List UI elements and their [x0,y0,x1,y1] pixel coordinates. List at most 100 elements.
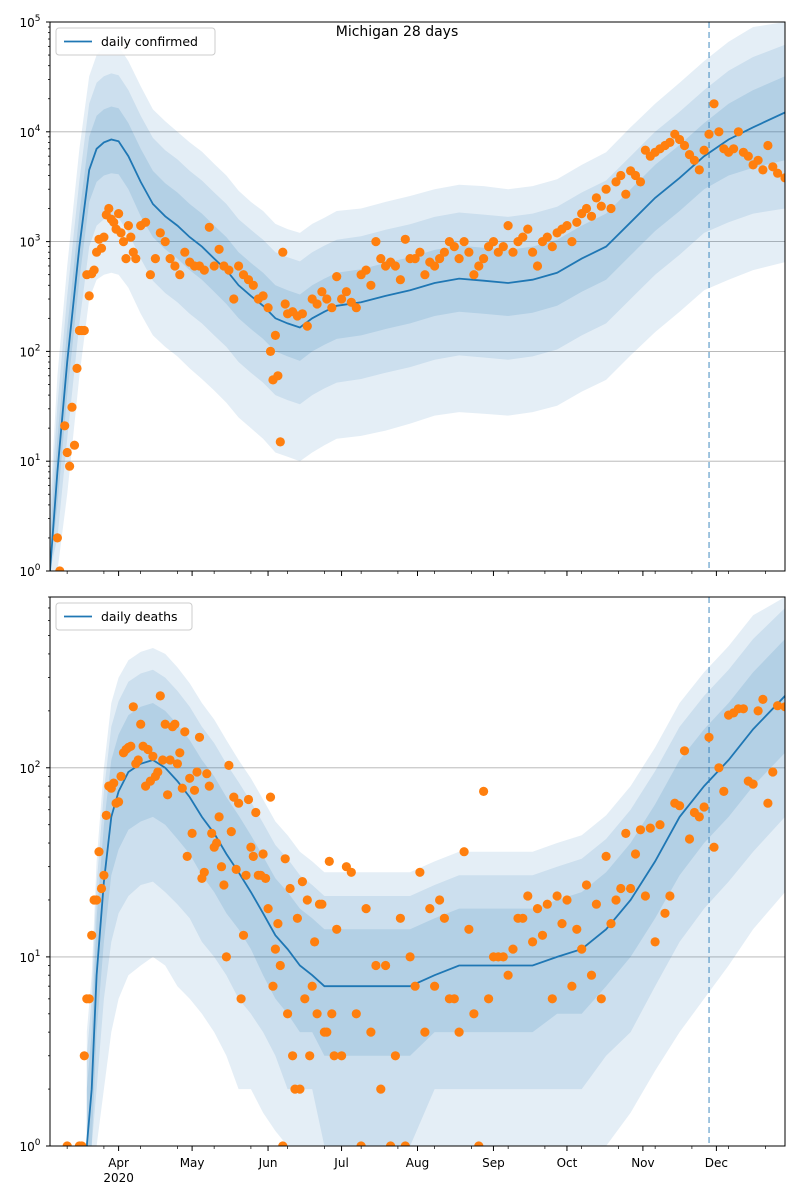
observed-point [704,732,714,742]
observed-point [763,140,773,151]
observed-point [104,203,114,214]
observed-point [523,891,533,901]
band-outer [50,22,785,571]
legend-box [55,602,193,631]
observed-point [606,919,616,929]
observed-point [332,272,342,282]
observed-point [547,994,557,1004]
observed-point [390,1051,400,1061]
observed-point [415,247,425,257]
observed-point [498,242,508,252]
observed-point [581,880,592,890]
observed-point [241,870,251,880]
observed-point [655,820,665,830]
observed-point [327,303,337,313]
observed-point [405,952,415,962]
observed-point [165,254,175,264]
observed-point [459,847,469,857]
observed-point [591,899,602,909]
observed-point [285,883,295,894]
observed-point [180,727,190,737]
observed-point [312,1009,322,1019]
observed-point [212,838,222,848]
observed-point [679,746,690,756]
observed-point [150,254,160,264]
x-tick-label: Nov [631,1156,654,1170]
observed-point [729,144,739,154]
legend-label: daily deaths [101,609,178,624]
observed-point [268,981,278,991]
observed-point [635,825,646,835]
observed-point [297,877,307,887]
observed-point [650,937,660,947]
observed-point [288,1051,298,1061]
observed-point [258,849,268,859]
observed-point [329,1051,339,1061]
observed-point [55,566,65,571]
observed-point [675,801,685,811]
band-middle [86,608,785,1146]
observed-point [547,242,557,252]
observed-point [523,224,533,234]
observed-point [439,913,449,923]
y-tick-label: 101 [19,949,40,965]
observed-point [317,287,327,297]
observed-point [572,217,582,227]
observed-point [630,170,641,181]
observed-point [302,321,312,331]
observed-point [101,810,111,821]
observed-point [596,994,606,1004]
observed-point [474,261,484,271]
observed-point [743,151,753,161]
observed-point [214,812,224,822]
observed-point [148,751,158,761]
observed-point [133,755,143,765]
observed-point [577,944,587,954]
observed-point [356,1141,366,1146]
observed-point [123,221,133,231]
observed-point [557,919,567,929]
observed-point [65,461,75,471]
observed-point [263,303,273,313]
observed-point [552,891,562,901]
x-tick-label: Apr [108,1156,129,1170]
observed-point [163,790,173,800]
observed-point [454,254,464,264]
observed-point [709,842,719,852]
observed-point [371,237,381,247]
observed-point [234,261,244,271]
legend: daily confirmed [55,27,216,56]
observed-point [439,247,449,257]
legend-box [55,27,216,56]
observed-point [572,924,582,934]
band-inner [50,76,785,571]
observed-point [172,759,182,769]
observed-point [449,242,459,252]
observed-point [645,823,655,833]
observed-point [753,706,763,716]
observed-point [699,802,709,812]
observed-point [92,895,102,905]
observed-point [204,781,214,791]
observed-point [231,864,241,875]
observed-point [479,254,489,264]
observed-point [738,704,749,714]
observed-point [665,891,675,901]
observed-point [265,792,276,802]
observed-point [371,960,381,971]
observed-point [126,741,136,751]
y-tick-label: 101 [19,453,40,469]
observed-point [62,1141,72,1146]
observed-point [773,168,783,178]
observed-point [459,237,469,247]
observed-point [72,363,82,373]
observed-point [395,913,405,923]
x-tick-label: Jun [258,1156,278,1170]
observed-point [322,294,332,304]
observed-point [689,155,700,165]
observed-point [464,924,474,934]
observed-point [395,275,405,285]
observed-point [192,767,202,777]
observed-point [275,437,285,447]
